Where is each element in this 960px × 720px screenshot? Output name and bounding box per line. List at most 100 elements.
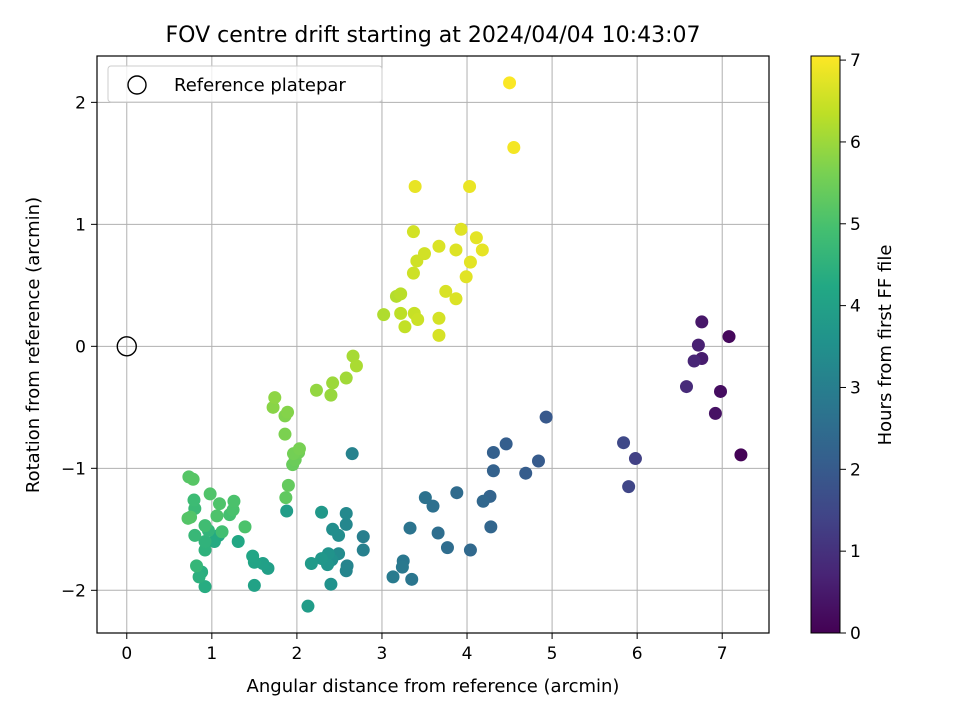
x-tick-label: 0	[121, 644, 132, 664]
data-point	[339, 517, 353, 531]
colorbar-tick-label: 3	[850, 378, 861, 398]
colorbar-ticks: 0 1 2 3 4 5 6 7	[840, 51, 861, 644]
data-point	[356, 543, 370, 557]
reference-platepar-marker	[116, 336, 137, 357]
colorbar-tick-label: 0	[850, 624, 861, 644]
data-point	[181, 511, 195, 525]
data-point	[356, 530, 370, 544]
data-point	[449, 243, 463, 257]
data-point	[266, 400, 280, 414]
data-point	[531, 454, 545, 468]
x-tick-label: 7	[717, 644, 728, 664]
data-point	[628, 452, 642, 466]
data-point	[418, 491, 432, 505]
colorbar-tick-label: 7	[850, 51, 861, 71]
data-point	[734, 448, 748, 462]
y-tick-label: 0	[75, 337, 86, 357]
data-point	[246, 549, 260, 563]
data-point	[301, 599, 315, 613]
data-point	[417, 247, 431, 261]
data-point	[503, 76, 517, 90]
colorbar-label: Hours from first FF file	[875, 245, 896, 446]
data-point	[475, 243, 489, 257]
data-point	[198, 519, 212, 533]
x-tick-label: 1	[206, 644, 217, 664]
data-point	[326, 376, 340, 390]
data-point	[215, 525, 229, 539]
x-axis-label: Angular distance from reference (arcmin)	[247, 676, 620, 697]
data-point	[440, 541, 454, 555]
data-point	[280, 504, 294, 518]
data-point	[469, 231, 483, 245]
data-point	[279, 491, 293, 505]
data-point	[377, 308, 391, 322]
legend-entry-reference: Reference platepar	[174, 75, 346, 96]
chart-title: FOV centre drift starting at 2024/04/04 …	[166, 23, 701, 48]
data-point	[386, 570, 400, 584]
data-point	[238, 520, 252, 534]
grid-lines	[97, 56, 769, 633]
data-point	[186, 472, 200, 486]
colorbar-tick-label: 5	[850, 215, 861, 235]
data-point	[326, 522, 340, 536]
data-point	[188, 528, 202, 542]
data-point	[426, 499, 440, 513]
data-point	[454, 222, 468, 236]
data-point	[432, 239, 446, 253]
data-point	[247, 578, 261, 592]
data-point	[679, 380, 693, 394]
data-point	[192, 570, 206, 584]
data-point	[315, 552, 329, 566]
data-point	[281, 405, 295, 419]
data-point	[463, 255, 477, 269]
x-tick-label: 4	[462, 644, 473, 664]
data-point	[405, 572, 419, 586]
data-point	[486, 464, 500, 478]
data-points	[181, 76, 748, 613]
data-point	[403, 521, 417, 535]
data-point	[346, 349, 360, 363]
data-point	[499, 437, 513, 451]
x-tick-label: 6	[632, 644, 643, 664]
colorbar-tick-label: 2	[850, 460, 861, 480]
y-tick-label: 2	[75, 93, 86, 113]
data-point	[398, 320, 412, 334]
plot-frame	[96, 55, 770, 634]
y-axis-ticks: −2 −1 0 1 2	[61, 93, 97, 601]
data-point	[309, 383, 323, 397]
data-point	[203, 487, 217, 501]
data-point	[519, 466, 533, 480]
data-point	[395, 560, 409, 574]
data-point	[449, 292, 463, 306]
data-point	[406, 225, 420, 239]
data-point	[617, 436, 631, 450]
data-point	[463, 180, 477, 194]
x-tick-label: 2	[291, 644, 302, 664]
data-point	[406, 266, 420, 280]
data-point	[431, 526, 445, 540]
data-point	[278, 427, 292, 441]
data-point	[292, 442, 306, 456]
data-point	[324, 577, 338, 591]
data-point	[394, 306, 408, 320]
data-point	[339, 371, 353, 385]
legend-box	[107, 65, 383, 103]
data-point	[691, 338, 705, 352]
data-point	[268, 391, 282, 405]
data-point	[476, 494, 490, 508]
data-point	[231, 535, 245, 549]
y-tick-label: 1	[75, 215, 86, 235]
data-point	[507, 140, 521, 154]
data-point	[324, 388, 338, 402]
data-point	[408, 180, 422, 194]
data-point	[210, 509, 224, 523]
data-point	[207, 535, 221, 549]
legend: Reference platepar	[107, 65, 383, 103]
y-axis-label: Rotation from reference (arcmin)	[23, 197, 44, 493]
data-point	[708, 406, 722, 420]
data-point	[190, 559, 204, 573]
data-point	[714, 384, 728, 398]
data-point	[212, 497, 226, 511]
reference-marker	[116, 336, 137, 357]
data-point	[304, 556, 318, 570]
